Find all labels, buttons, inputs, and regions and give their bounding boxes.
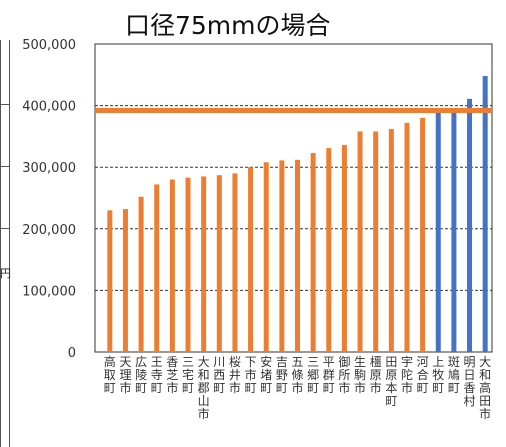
x-tick-label: 大和高田市: [479, 355, 491, 421]
bars: [107, 76, 488, 353]
cropped-axis-label: 円: [0, 267, 11, 280]
x-tick-label: 高取町: [104, 354, 116, 395]
x-tick-label: 宇陀市: [401, 355, 413, 395]
x-tick-label: 香芝市: [166, 355, 178, 395]
x-tick-label: 天理市: [119, 355, 131, 395]
bar: [107, 210, 113, 352]
bar: [467, 98, 473, 352]
x-tick-label: 橿原市: [370, 355, 382, 395]
left-panel-border: [0, 40, 1, 447]
x-tick-label: 生駒市: [354, 355, 366, 395]
x-tick-label: 大和郡山市: [198, 355, 210, 421]
y-tick-label: 400,000: [22, 100, 76, 115]
x-tick-label: 斑鳩町: [448, 355, 460, 395]
bar: [404, 122, 410, 353]
left-panel-border-inner: [9, 40, 10, 447]
bar: [169, 179, 175, 352]
x-tick-label: 上牧町: [432, 355, 444, 395]
plot-frame: [94, 43, 493, 353]
y-tick-label: 300,000: [22, 161, 76, 176]
x-tick-label: 三宅町: [182, 355, 194, 395]
x-tick-label: 河合町: [417, 355, 429, 395]
bar: [310, 153, 316, 352]
x-tick-label: 安堵町: [260, 354, 272, 395]
y-tick-label: 200,000: [22, 223, 76, 238]
chart-title: 口径75mmの場合: [125, 11, 331, 40]
x-tick-label: 明日香村: [464, 355, 476, 408]
bar: [185, 177, 191, 352]
x-tick-label: 下市町: [245, 355, 257, 395]
bar: [451, 110, 457, 352]
bar: [248, 167, 254, 352]
bar: [388, 129, 394, 352]
bar: [420, 117, 426, 352]
bar: [279, 160, 285, 352]
x-tick-label: 御所市: [338, 354, 350, 395]
bar: [357, 131, 363, 352]
x-tick-label: 三郷町: [307, 355, 319, 395]
x-tick-label: 平群町: [323, 355, 335, 395]
x-tick-label: 王寺町: [151, 355, 163, 395]
bar: [122, 209, 128, 352]
x-tick-label: 田原本町: [385, 355, 397, 408]
bar: [263, 162, 269, 352]
y-tick-label: 0: [68, 346, 76, 361]
x-tick-label: 吉野町: [276, 355, 288, 395]
bar: [154, 184, 160, 352]
bar: [232, 173, 238, 352]
bar: [295, 159, 300, 352]
x-tick-label: 五條市: [291, 355, 303, 395]
bar: [373, 131, 379, 352]
y-axis-ticks: 500,000 400,000 300,000 200,000 100,000 0: [22, 38, 76, 361]
x-axis-labels: 高取町天理市広陵町王寺町香芝市三宅町大和郡山市川西町桜井市下市町安堵町吉野町五條…: [104, 354, 491, 421]
bar: [435, 111, 441, 352]
y-tick-label: 100,000: [22, 284, 76, 299]
bar: [138, 196, 144, 352]
x-tick-label: 桜井市: [229, 355, 241, 395]
bar: [326, 148, 332, 352]
bar: [201, 176, 207, 352]
gridlines: [94, 43, 493, 353]
bar: [216, 175, 222, 352]
x-tick-label: 広陵町: [135, 355, 147, 395]
bar: [341, 145, 347, 352]
y-tick-label: 500,000: [22, 38, 76, 53]
bar: [482, 76, 488, 353]
x-tick-label: 川西町: [213, 355, 225, 395]
